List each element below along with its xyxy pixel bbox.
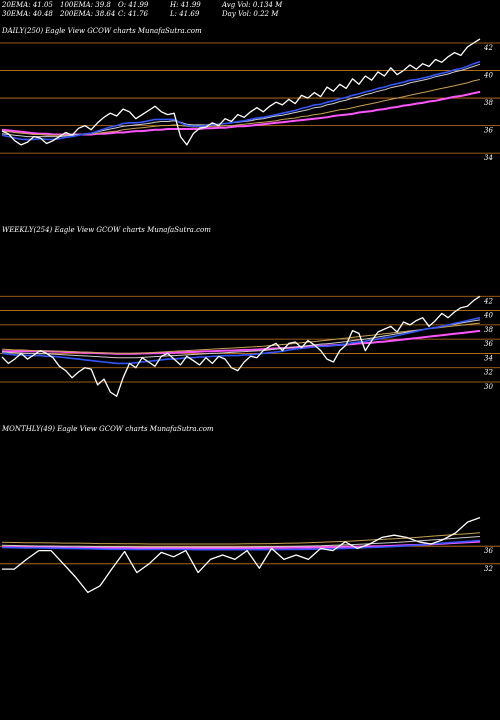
ema200-stat: 200EMA: 38.64 [60,10,116,18]
low-stat: L: 41.69 [170,10,200,18]
daily-ytick-label: 42 [483,44,493,52]
weekly-panel-label: WEEKLY(254) Eagle View GCOW charts Munaf… [2,226,211,234]
ema30-stat: 30EMA: 40.48 [2,10,53,18]
monthly-ytick-label: 36 [484,547,493,555]
daily-ytick-label: 38 [484,99,493,107]
weekly-ytick-label: 36 [484,340,493,348]
weekly-ytick-label: 38 [484,326,493,334]
daily-ytick-label: 34 [484,154,493,162]
monthly-ytick-label: 32 [484,565,493,573]
monthly-chart: 36 32 [0,516,500,594]
weekly-ema-gold-line [1,322,481,354]
weekly-ytick-label: 42 [483,297,493,305]
monthly-ema-grey-line [1,536,481,548]
stats-header: 20EMA: 41.05 100EMA: 39.8 O: 41.99 H: 41.99… [2,1,282,19]
ema100-stat: 100EMA: 39.8 [60,1,111,9]
weekly-ytick-label: 34 [484,354,493,362]
daily-ytick-label: 36 [484,127,493,135]
daily-panel-label: DAILY(250) Eagle View GCOW charts Munafa… [2,27,202,35]
close-stat: C: 41.76 [118,10,148,18]
day-vol-stat: Day Vol: 0.22 M [222,10,279,18]
monthly-ema-gold-line [1,532,481,545]
monthly-price-line [2,516,481,594]
weekly-ema-blue-line [1,316,481,365]
monthly-ema-blue-line [1,539,481,551]
avg-vol-stat: Avg Vol: 0.134 M [222,1,283,9]
open-stat: O: 41.99 [118,1,149,9]
stats-row-2: 30EMA: 40.48 200EMA: 38.64 C: 41.76 L: 41.6… [2,10,282,19]
weekly-ytick-label: 30 [484,383,493,391]
daily-ytick-label: 40 [483,72,493,80]
weekly-price-line [1,295,481,397]
daily-price-line [1,38,481,146]
monthly-panel-label: MONTHLY(49) Eagle View GCOW charts Munaf… [2,425,214,433]
weekly-ytick-label: 40 [483,312,493,320]
ema20-stat: 20EMA: 41.05 [2,1,53,9]
high-stat: H: 41.99 [170,1,201,9]
daily-chart: 42 40 38 36 34 [0,38,500,162]
weekly-ema-grey-line [1,319,481,359]
daily-ema-blue-line [1,60,481,141]
stats-row-1: 20EMA: 41.05 100EMA: 39.8 O: 41.99 H: 41.99… [2,1,282,10]
weekly-ema-magenta-line [2,329,481,355]
weekly-chart: 42 40 38 36 34 32 30 [0,295,500,397]
weekly-ytick-label: 32 [484,369,493,377]
